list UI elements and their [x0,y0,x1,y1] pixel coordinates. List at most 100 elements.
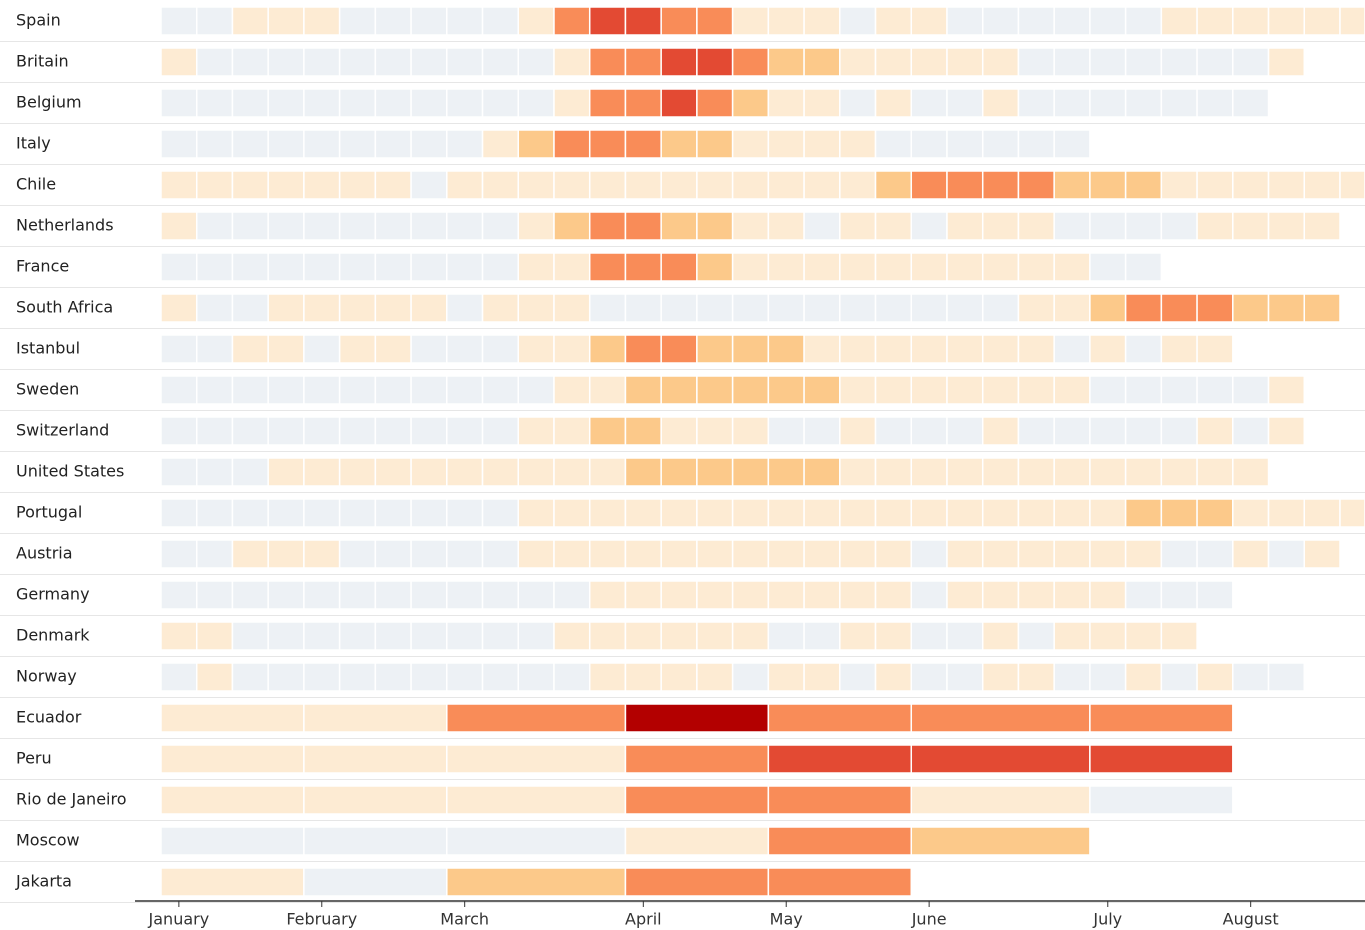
heat-cell [374,334,412,364]
heat-cell [910,539,948,569]
heat-cell [1196,539,1234,569]
heat-cell [410,170,448,200]
heat-cell [446,744,627,774]
heat-cell [481,498,520,528]
heat-cell [946,293,984,323]
x-tick-label: July [1092,910,1122,929]
heat-cell [231,334,269,364]
heat-cell [481,211,520,241]
heat-cell [303,867,448,897]
heat-cell [910,334,948,364]
heat-cell [338,498,377,528]
heat-cell [553,621,591,651]
heat-cell [767,703,913,733]
heat-cell [267,539,305,569]
heat-cell [1124,662,1163,692]
heat-cell [446,662,484,692]
heat-cell [1232,211,1270,241]
heat-cell [160,621,198,651]
heat-cell [553,539,591,569]
heat-cell [588,252,627,282]
heat-cell [231,539,269,569]
heat-cell [1017,416,1055,446]
heat-cell [946,211,984,241]
heat-cell [624,580,662,610]
row-label: Chile [16,175,56,194]
heat-cell [338,416,377,446]
heat-cell [1053,252,1091,282]
heat-cell [410,375,448,405]
heat-cell [1053,621,1091,651]
heat-cell [1196,6,1234,36]
heat-cell [267,129,305,159]
heat-cell [410,539,448,569]
heat-cell [731,539,770,569]
heat-cell [1160,211,1198,241]
heat-cell [1053,293,1091,323]
heat-cell [446,334,484,364]
heat-cell [946,498,984,528]
row-label: Sweden [16,380,79,399]
heat-cell [231,6,269,36]
heat-cell [767,211,805,241]
heat-cell [874,621,913,651]
heat-cell [1160,580,1198,610]
heat-cell [1339,170,1365,200]
heat-cell [517,211,555,241]
heat-cell [195,334,234,364]
heat-cell [303,293,341,323]
heat-cell [410,252,448,282]
heat-cell [1089,703,1234,733]
heat-cell [1303,498,1341,528]
row-label: Italy [16,134,51,153]
heat-cell [839,88,877,118]
heat-cell [481,539,520,569]
heat-cell [731,211,770,241]
heat-cell [696,211,734,241]
heat-cell [303,785,448,815]
heat-cell [446,703,627,733]
heat-cell [910,88,948,118]
heat-cell [588,539,627,569]
heat-cell [267,252,305,282]
heat-cell [553,47,591,77]
heat-cell [803,334,841,364]
heat-cell [660,252,698,282]
heat-cell [410,129,448,159]
heat-cell [374,293,412,323]
heat-cell [839,539,877,569]
heat-cell [446,375,484,405]
heat-cell [946,580,984,610]
heat-cell [696,662,734,692]
heat-cell [1232,539,1270,569]
heat-cell [624,252,662,282]
heat-cell [1089,334,1127,364]
heat-cell [767,129,805,159]
row-label: Switzerland [16,421,109,440]
heat-cell [767,826,913,856]
heat-cell [1017,293,1055,323]
heat-cell [803,88,841,118]
heat-cell [660,457,698,487]
heat-cell [624,6,662,36]
heat-cell [1089,252,1127,282]
heat-cell [160,785,305,815]
heat-cell [374,498,412,528]
heat-cell [481,88,520,118]
heat-cell [195,498,234,528]
heat-cell [1017,498,1055,528]
heat-cell [160,498,198,528]
heat-cell [374,88,412,118]
row-label: Portugal [16,503,82,522]
heat-cell [231,580,269,610]
heat-cell [1303,293,1341,323]
heat-cell [946,416,984,446]
heat-cell [1089,170,1127,200]
heat-cell [160,703,305,733]
heat-cell [624,744,770,774]
heat-cell [1089,416,1127,446]
heat-cell [624,703,770,733]
heat-cell [839,170,877,200]
heat-cell [1124,416,1163,446]
heat-cell [803,293,841,323]
